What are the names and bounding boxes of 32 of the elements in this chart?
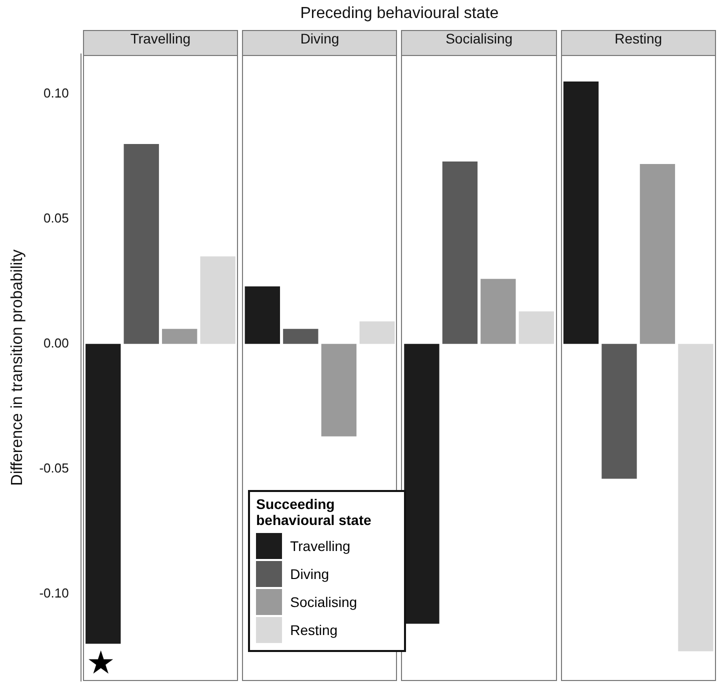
legend-title: Succeeding behavioural state [256,496,372,528]
x-axis-title: Preceding behavioural state [300,5,499,22]
y-axis-title: Difference in transition probability [9,249,26,486]
bar [678,344,714,652]
annotation: ★ [86,644,116,682]
y-tick-label: -0.05 [39,460,69,476]
bar [640,164,676,344]
y-tick-label: -0.10 [39,585,69,600]
bar [518,311,554,344]
legend-label: Resting [290,622,338,638]
legend-label: Travelling [290,538,350,554]
y-tick-label: 0.00 [44,335,69,350]
x-tick-label: Resting [614,30,662,46]
y-tick-label: 0.10 [44,86,69,101]
bar [321,344,356,436]
bar [124,144,159,344]
x-tick-label: Socialising [446,30,513,46]
legend-label: Socialising [290,594,358,610]
bar [200,256,236,344]
bar [442,161,478,344]
bar [244,286,280,344]
bar [602,344,637,479]
bar [283,328,318,344]
bar [162,328,198,344]
bar [563,81,599,344]
y-tick-label: 0.05 [44,210,69,226]
bar [360,321,395,344]
legend-label: Diving [290,566,330,582]
x-tick-label: Diving [300,30,340,46]
x-tick-label: Travelling [130,30,191,46]
bar [480,278,516,344]
bar [86,344,121,644]
